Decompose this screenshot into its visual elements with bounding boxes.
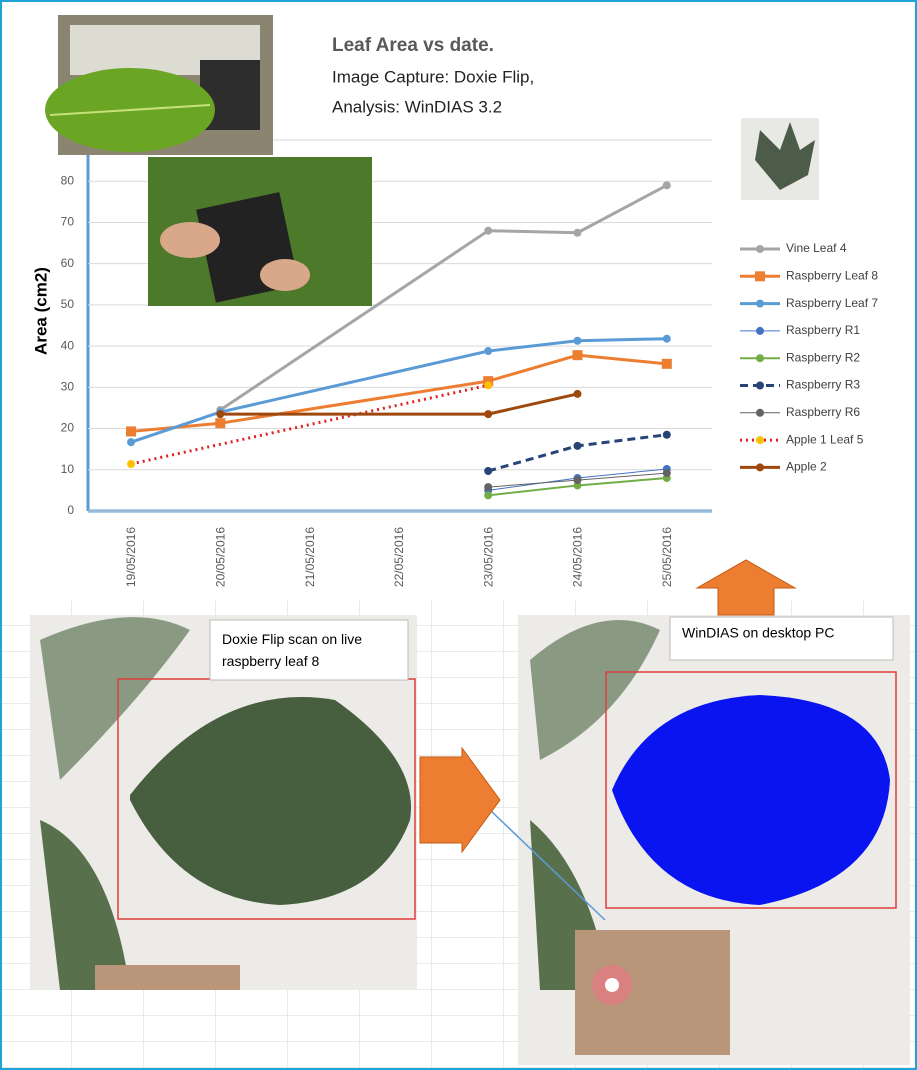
series-line <box>130 383 489 466</box>
marker <box>484 491 493 500</box>
marker <box>215 418 226 429</box>
y-tick-label: 70 <box>61 215 75 229</box>
legend-marker <box>755 271 765 282</box>
legend-label: Raspberry R2 <box>786 350 860 364</box>
marker <box>484 226 493 235</box>
x-tick-label: 25/05/2016 <box>660 527 674 587</box>
legend-label: Raspberry R3 <box>786 378 860 392</box>
legend-marker <box>756 299 764 308</box>
y-tick-label: 20 <box>61 421 75 435</box>
marker <box>484 483 493 492</box>
legend-marker <box>756 436 764 445</box>
x-tick-label: 23/05/2016 <box>481 527 495 587</box>
marker <box>662 334 671 343</box>
legend-label: Raspberry R1 <box>786 323 860 337</box>
marker <box>126 426 136 437</box>
legend-label: Vine Leaf 4 <box>786 241 847 255</box>
x-tick-label: 19/05/2016 <box>124 527 138 587</box>
legend-marker <box>756 463 764 472</box>
marker <box>662 469 671 478</box>
marker <box>127 438 135 447</box>
field-photo <box>148 157 372 306</box>
annotations: Doxie Flip scan on live raspberry leaf 8 W… <box>222 625 835 669</box>
chart-subtitle: Analysis: WinDIAS 3.2 <box>332 97 502 116</box>
marker <box>572 350 583 361</box>
leaf-thumbnail <box>741 118 819 200</box>
marker <box>127 460 135 469</box>
marker <box>216 410 225 419</box>
chart-subtitle: Image Capture: Doxie Flip, <box>332 67 534 86</box>
x-tick-label: 22/05/2016 <box>392 527 406 587</box>
marker <box>662 181 671 190</box>
y-tick-label: 10 <box>61 462 75 476</box>
chart-title: Leaf Area vs date. <box>332 35 494 56</box>
chart: Leaf Area vs date. Image Capture: Doxie … <box>31 35 878 587</box>
annotation: WinDIAS on desktop PC <box>682 625 835 641</box>
y-tick-label: 80 <box>61 173 75 187</box>
y-tick-label: 40 <box>61 338 75 352</box>
y-tick-label: 30 <box>61 380 75 394</box>
scan-left <box>30 615 417 990</box>
marker <box>661 358 672 369</box>
legend-label: Apple 2 <box>786 460 827 474</box>
marker <box>573 476 582 485</box>
marker <box>484 410 493 419</box>
x-tick-label: 21/05/2016 <box>303 527 317 587</box>
y-tick-label: 0 <box>67 503 74 517</box>
legend-label: Raspberry R6 <box>786 405 860 419</box>
y-axis-label: Area (cm2) <box>31 267 50 355</box>
annotation: Doxie Flip scan on live raspberry leaf 8 <box>222 631 362 669</box>
legend-marker <box>756 354 764 363</box>
marker <box>484 347 493 356</box>
legend-label: Apple 1 Leaf 5 <box>786 432 864 446</box>
marker <box>573 389 582 398</box>
x-tick-label: 20/05/2016 <box>213 527 227 587</box>
legend-label: Raspberry Leaf 7 <box>786 296 878 310</box>
scan-right <box>489 615 910 1065</box>
marker <box>573 441 582 450</box>
scanner-photo <box>45 15 273 155</box>
marker <box>484 381 493 390</box>
marker <box>662 430 671 439</box>
legend-marker <box>756 245 764 253</box>
marker <box>573 336 582 345</box>
marker <box>484 467 493 476</box>
series-line <box>219 184 668 412</box>
legend-marker <box>756 381 764 390</box>
y-tick-label: 60 <box>61 256 75 270</box>
arrow-right <box>419 746 501 854</box>
arrow-up <box>695 559 797 616</box>
marker <box>573 228 582 237</box>
legend-marker <box>756 408 764 417</box>
y-tick-label: 50 <box>61 297 75 311</box>
x-tick-label: 24/05/2016 <box>571 527 585 587</box>
legend-marker <box>756 326 764 335</box>
marker <box>483 376 494 387</box>
legend-label: Raspberry Leaf 8 <box>786 268 878 282</box>
